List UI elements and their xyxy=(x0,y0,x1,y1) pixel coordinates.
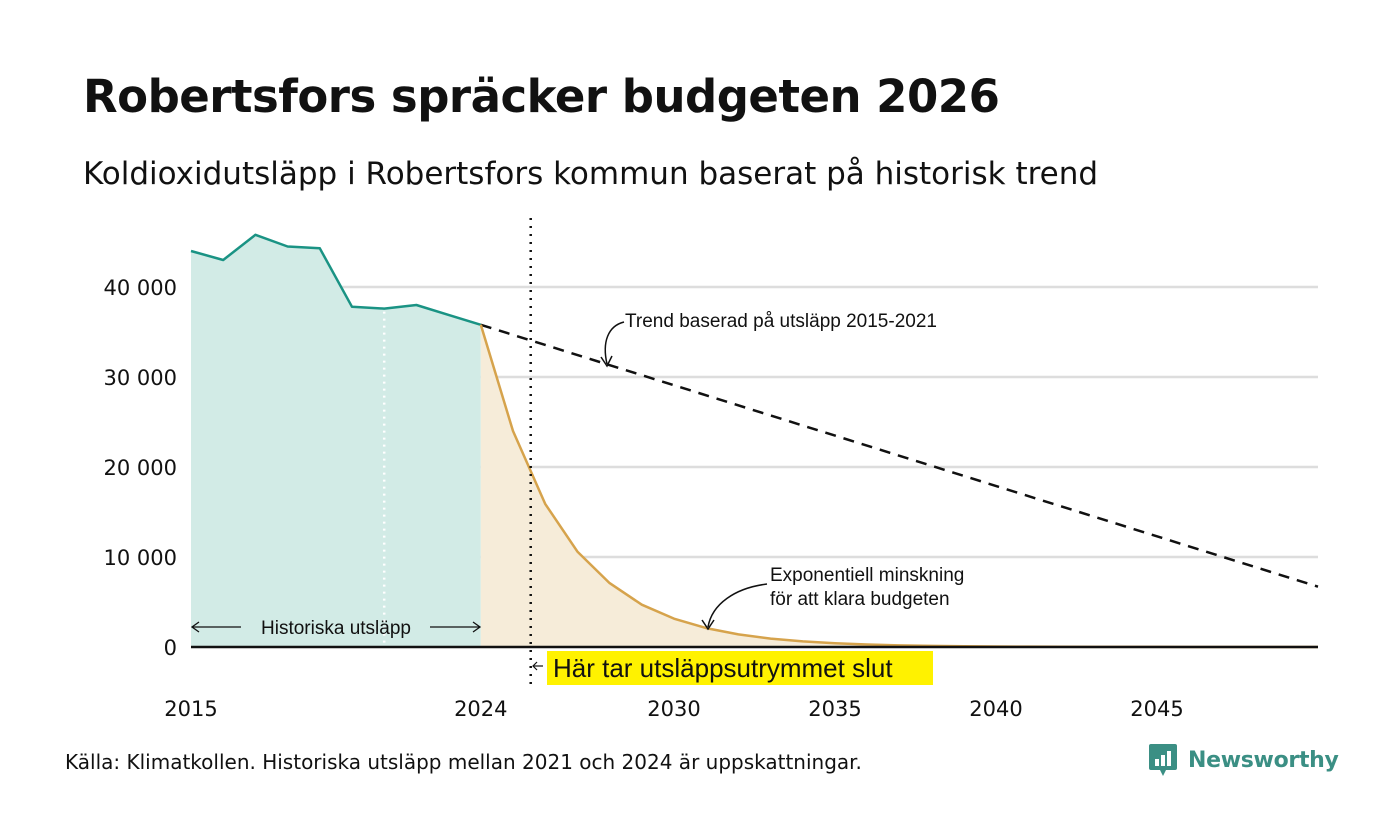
exponential-arrowhead-icon xyxy=(701,619,715,631)
chart-title: Robertsfors spräcker budgeten 2026 xyxy=(83,70,1000,123)
trend-annotation: Trend baserad på utsläpp 2015-2021 xyxy=(625,311,937,332)
x-tick-label: 2030 xyxy=(647,697,700,721)
x-tick-label: 2035 xyxy=(808,697,861,721)
brand-logo: Newsworthy xyxy=(1148,742,1339,778)
trend-arrow xyxy=(604,321,625,365)
y-tick-label: 20 000 xyxy=(104,456,177,480)
right-arrowhead-icon xyxy=(472,621,482,633)
left-arrowhead-icon xyxy=(190,621,200,633)
trend-line xyxy=(480,323,1319,588)
x-tick-label: 2024 xyxy=(454,697,507,721)
y-tick-label: 30 000 xyxy=(104,366,177,390)
historical-annotation: Historiska utsläpp xyxy=(261,618,411,639)
budget-arrowhead-icon xyxy=(532,661,538,671)
budget-end-highlight xyxy=(547,651,933,685)
source-note: Källa: Klimatkollen. Historiska utsläpp … xyxy=(65,750,862,774)
exponential-annotation-line2: för att klara budgeten xyxy=(770,589,950,610)
x-tick-label: 2015 xyxy=(164,697,217,721)
newsworthy-logo-icon xyxy=(1149,744,1177,776)
brand-name: Newsworthy xyxy=(1188,747,1339,773)
annotations: Trend baserad på utsläpp 2015-2021 Expone… xyxy=(190,311,964,685)
trend-arrowhead-icon xyxy=(600,355,613,368)
exponential-arrow xyxy=(707,583,768,628)
y-tick-label: 10 000 xyxy=(104,546,177,570)
areas xyxy=(191,234,1318,648)
historical-area xyxy=(191,234,481,648)
historical-line xyxy=(190,233,482,326)
budget-area xyxy=(480,324,1318,647)
y-tick-label: 0 xyxy=(164,636,177,660)
y-tick-label: 40 000 xyxy=(104,276,177,300)
x-tick-label: 2040 xyxy=(969,697,1022,721)
exponential-annotation-line1: Exponentiell minskning xyxy=(770,565,964,586)
budget-end-label: Här tar utsläppsutrymmet slut xyxy=(553,653,893,683)
x-tick-label: 2045 xyxy=(1130,697,1183,721)
axes: 0 10 000 20 000 30 000 40 000 2015 2024 2030 203… xyxy=(104,218,1318,721)
emissions-chart: 0 10 000 20 000 30 000 40 000 2015 2024 2030 203… xyxy=(104,218,1319,721)
chart-subtitle: Koldioxidutsläpp i Robertsfors kommun ba… xyxy=(83,156,1099,192)
